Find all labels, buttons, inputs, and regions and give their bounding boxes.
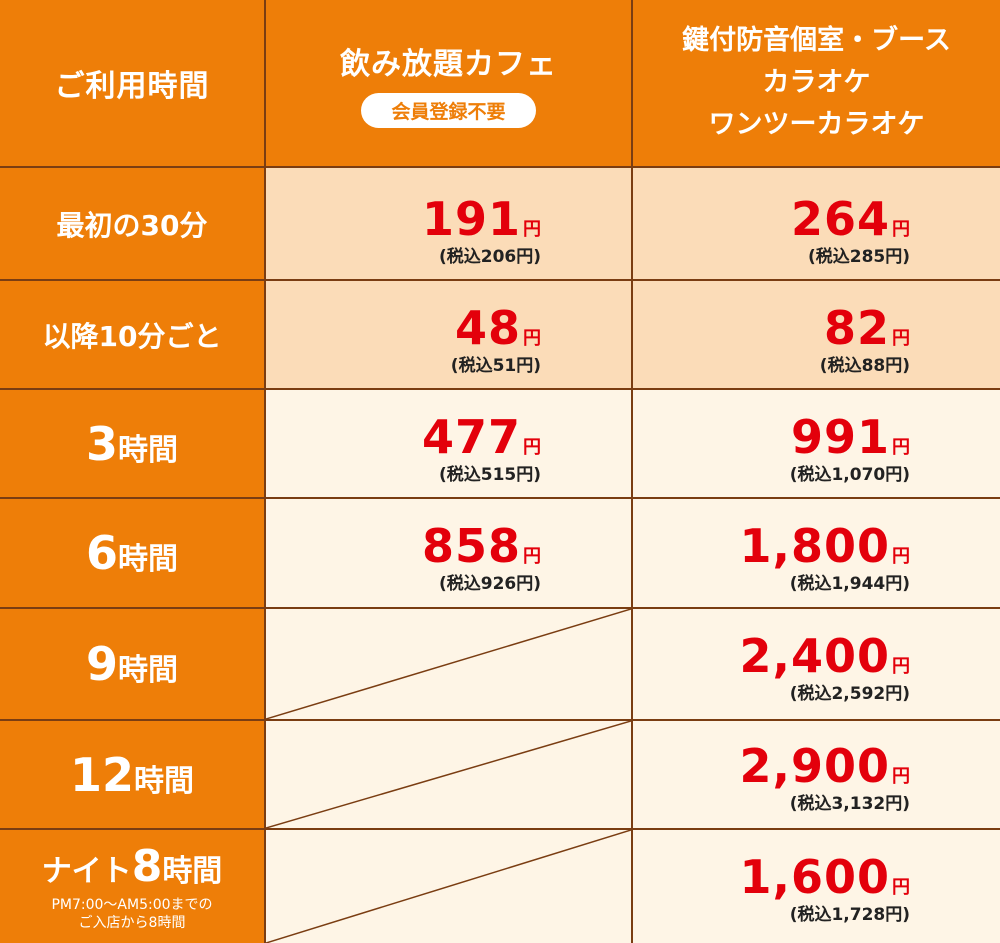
price-amount: 2,400	[739, 629, 890, 683]
price-tax-included: (税込1,944円)	[789, 574, 910, 594]
row-label: ナイト8時間	[41, 841, 223, 892]
price-tax-included: (税込51円)	[450, 356, 541, 376]
price-block: 2,900 円 (税込3,132円)	[739, 743, 910, 814]
karaoke-price-cell: 991 円 (税込1,070円)	[633, 390, 1000, 497]
price-tax-included: (税込1,070円)	[789, 465, 910, 485]
header-karaoke-line: カラオケ	[762, 67, 871, 98]
karaoke-price-cell: 2,400 円 (税込2,592円)	[633, 609, 1000, 719]
cafe-price-cell: 477 円 (税込515円)	[266, 390, 631, 497]
price-amount: 991	[790, 410, 890, 464]
karaoke-price-cell: 82 円 (税込88円)	[633, 281, 1000, 388]
price-amount: 82	[823, 301, 890, 355]
yen-suffix: 円	[892, 219, 910, 240]
yen-suffix: 円	[892, 328, 910, 349]
price-block: 48 円 (税込51円)	[451, 305, 541, 376]
yen-suffix: 円	[892, 546, 910, 567]
yen-suffix: 円	[892, 766, 910, 787]
cafe-price-cell: 858 円 (税込926円)	[266, 499, 631, 607]
price-tax-included: (税込285円)	[807, 247, 910, 267]
price-tax-included: (税込2,592円)	[789, 684, 910, 704]
cafe-unavailable-cell	[266, 830, 631, 943]
price-block: 1,800 円 (税込1,944円)	[739, 523, 910, 594]
price-amount: 191	[421, 192, 521, 246]
unavailable-slash	[266, 721, 631, 828]
price-tax-included: (税込515円)	[438, 465, 541, 485]
no-registration-badge: 会員登録不要	[361, 92, 536, 128]
header-cafe-cell: 飲み放題カフェ 会員登録不要	[266, 0, 631, 166]
yen-suffix: 円	[892, 877, 910, 898]
cafe-price-cell: 191 円 (税込206円)	[266, 168, 631, 279]
price-amount: 1,800	[739, 519, 890, 573]
price-block: 477 円 (税込515円)	[422, 414, 541, 485]
unavailable-slash	[266, 830, 631, 943]
price-tax-included: (税込926円)	[438, 574, 541, 594]
price-block: 1,600 円 (税込1,728円)	[739, 854, 910, 925]
yen-suffix: 円	[523, 546, 541, 567]
header-time-cell: ご利用時間	[0, 0, 264, 166]
yen-suffix: 円	[523, 328, 541, 349]
row-label-cell: 9時間	[0, 609, 264, 719]
header-karaoke-line: 鍵付防音個室・ブース	[682, 25, 951, 56]
price-tax-included: (税込88円)	[819, 356, 910, 376]
night-note: PM7:00～AM5:00までの ご入店から8時間	[51, 897, 213, 931]
unavailable-slash	[266, 609, 631, 719]
price-amount: 264	[790, 192, 890, 246]
price-amount: 48	[454, 301, 521, 355]
karaoke-price-cell: 2,900 円 (税込3,132円)	[633, 721, 1000, 828]
row-label: 以降10分ごと	[42, 319, 222, 353]
price-tax-included: (税込3,132円)	[789, 794, 910, 814]
row-label-cell: ナイト8時間 PM7:00～AM5:00までの ご入店から8時間	[0, 830, 264, 943]
row-label: 9時間	[85, 637, 178, 691]
row-label: 最初の30分	[56, 208, 208, 242]
row-label-cell: 3時間	[0, 390, 264, 497]
price-tax-included: (税込1,728円)	[789, 905, 910, 925]
row-label: 6時間	[85, 526, 178, 580]
row-label-cell: 以降10分ごと	[0, 281, 264, 388]
price-amount: 1,600	[739, 850, 890, 904]
row-label: 3時間	[85, 416, 178, 471]
karaoke-price-cell: 1,600 円 (税込1,728円)	[633, 830, 1000, 943]
yen-suffix: 円	[523, 437, 541, 458]
price-block: 264 円 (税込285円)	[791, 196, 910, 267]
price-amount: 2,900	[739, 739, 890, 793]
price-amount: 858	[421, 519, 521, 573]
cafe-unavailable-cell	[266, 609, 631, 719]
header-karaoke-cell: 鍵付防音個室・ブース カラオケ ワンツーカラオケ	[633, 0, 1000, 166]
price-block: 2,400 円 (税込2,592円)	[739, 633, 910, 704]
cafe-price-cell: 48 円 (税込51円)	[266, 281, 631, 388]
yen-suffix: 円	[892, 437, 910, 458]
price-block: 191 円 (税込206円)	[422, 196, 541, 267]
price-amount: 477	[421, 410, 521, 464]
price-block: 991 円 (税込1,070円)	[790, 414, 910, 485]
row-label: 12時間	[69, 747, 194, 802]
price-block: 858 円 (税込926円)	[422, 523, 541, 594]
row-label-cell: 12時間	[0, 721, 264, 828]
karaoke-price-cell: 1,800 円 (税込1,944円)	[633, 499, 1000, 607]
yen-suffix: 円	[892, 656, 910, 677]
header-karaoke-line: ワンツーカラオケ	[708, 109, 925, 140]
header-time-label: ご利用時間	[54, 69, 210, 104]
cafe-unavailable-cell	[266, 721, 631, 828]
row-label-cell: 最初の30分	[0, 168, 264, 279]
yen-suffix: 円	[523, 219, 541, 240]
karaoke-price-cell: 264 円 (税込285円)	[633, 168, 1000, 279]
row-label-cell: 6時間	[0, 499, 264, 607]
price-tax-included: (税込206円)	[438, 247, 541, 267]
header-cafe-title: 飲み放題カフェ	[340, 46, 557, 82]
price-block: 82 円 (税込88円)	[820, 305, 910, 376]
